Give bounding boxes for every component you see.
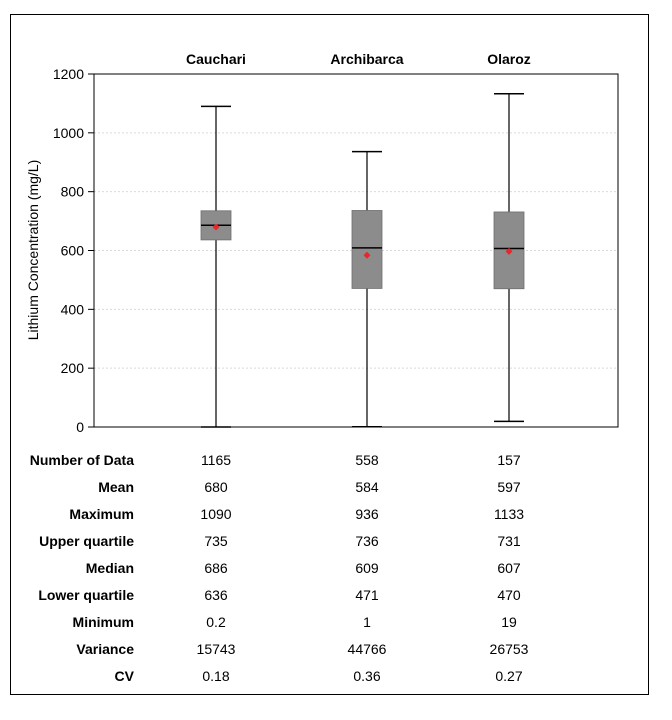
category-labels: Cauchari Archibarca Olaroz [186,51,531,67]
y-tick-label: 800 [61,184,85,200]
stats-cell: 157 [497,452,521,468]
stats-cell: 471 [355,587,379,603]
stats-cell: 597 [497,479,521,495]
interquartile-box [351,210,383,289]
box-olaroz [493,92,525,423]
figure-frame [10,14,649,695]
stats-row-label: Mean [98,479,134,495]
stats-cell: 584 [355,479,379,495]
stats-row: Median 686 609 607 [86,560,521,576]
stats-cell: 607 [497,560,521,576]
stats-row-label: Median [86,560,134,576]
y-tick-label: 1200 [53,66,84,82]
y-axis: 0 200 400 600 800 1000 1200 [53,66,94,435]
stats-cell: 0.36 [353,668,380,684]
stats-cell: 731 [497,533,521,549]
stats-cell: 1090 [200,506,231,522]
y-tick-label: 0 [76,419,84,435]
mean-marker [363,251,371,259]
stats-row: Variance 15743 44766 26753 [76,641,528,657]
stats-cell: 0.2 [206,614,226,630]
category-label: Archibarca [330,51,403,67]
stats-cell: 44766 [348,641,387,657]
stats-cell: 0.27 [495,668,522,684]
box-cauchari [200,105,232,428]
box-archibarca [351,150,383,428]
stats-cell: 1 [363,614,371,630]
stats-row: Minimum 0.2 1 19 [73,614,517,630]
stats-row: Number of Data 1165 558 157 [30,452,521,468]
stats-cell: 936 [355,506,379,522]
stats-cell: 686 [204,560,228,576]
plot-area-border [93,73,619,428]
stats-row: CV 0.18 0.36 0.27 [115,668,523,684]
stats-row: Upper quartile 735 736 731 [39,533,521,549]
stats-row: Mean 680 584 597 [98,479,521,495]
stats-row: Maximum 1090 936 1133 [69,506,524,522]
stats-row-label: CV [115,668,135,684]
stats-row: Lower quartile 636 471 470 [38,587,521,603]
box-series [200,92,525,428]
stats-row-label: Upper quartile [39,533,134,549]
stats-cell: 26753 [490,641,529,657]
stats-cell: 1165 [201,452,231,468]
mean-marker [505,247,513,255]
y-axis-label: Lithium Concentration (mg/L) [25,160,41,341]
stats-cell: 636 [204,587,228,603]
stats-table: Number of Data 1165 558 157 Mean 680 584 597 Max… [30,452,529,684]
stats-cell: 470 [497,587,521,603]
stats-cell: 680 [204,479,228,495]
stats-cell: 0.18 [202,668,229,684]
stats-row-label: Number of Data [30,452,134,468]
stats-cell: 15743 [197,641,236,657]
mean-marker [212,223,220,231]
y-tick-label: 600 [61,243,85,259]
y-tick-label: 400 [61,301,85,317]
y-tick-label: 1000 [53,125,84,141]
stats-cell: 1133 [494,506,524,522]
stats-row-label: Maximum [69,506,134,522]
stats-cell: 735 [204,533,228,549]
category-label: Olaroz [487,51,531,67]
stats-cell: 736 [355,533,379,549]
stats-row-label: Variance [76,641,134,657]
stats-row-label: Lower quartile [38,587,134,603]
y-tick-label: 200 [61,360,85,376]
stats-row-label: Minimum [73,614,134,630]
stats-cell: 19 [501,614,517,630]
grid-lines [94,132,618,369]
stats-cell: 558 [355,452,379,468]
stats-cell: 609 [355,560,379,576]
category-label: Cauchari [186,51,246,67]
